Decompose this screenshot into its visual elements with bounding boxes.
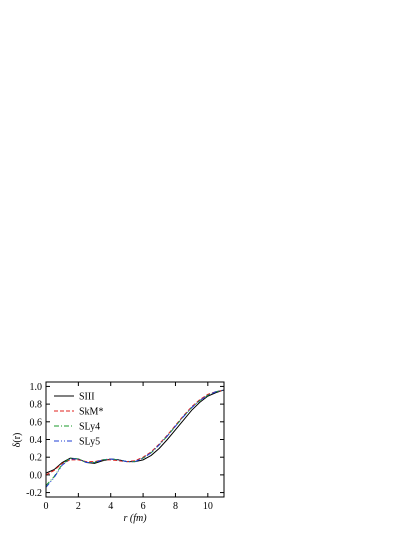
x-tick-label: 0 bbox=[44, 501, 49, 512]
x-tick-label: 10 bbox=[203, 501, 213, 512]
plot-frame bbox=[45, 381, 225, 498]
legend-label: SLy4 bbox=[79, 422, 100, 433]
y-tick-label: 0.6 bbox=[30, 417, 43, 428]
y-tick-label: 0.8 bbox=[30, 400, 43, 411]
legend-label: SLy5 bbox=[79, 437, 100, 448]
x-tick-label: 6 bbox=[141, 501, 146, 512]
series-line bbox=[45, 389, 225, 488]
y-tick-label: 0.2 bbox=[30, 453, 43, 464]
series-line bbox=[45, 389, 225, 476]
x-tick-label: 8 bbox=[173, 501, 178, 512]
y-tick-label: 0.4 bbox=[30, 435, 43, 446]
x-tick-label: 4 bbox=[108, 501, 113, 512]
y-axis-label: δ(r) bbox=[12, 433, 23, 448]
legend-label: SIII bbox=[79, 392, 95, 403]
y-tick-label: 0.0 bbox=[30, 470, 43, 481]
y-tick-label: 1.0 bbox=[30, 382, 43, 393]
x-axis-label: r (fm) bbox=[123, 513, 147, 524]
y-tick-label: -0.2 bbox=[26, 488, 42, 499]
x-tick-label: 2 bbox=[76, 501, 81, 512]
legend-label: SkM* bbox=[79, 407, 103, 418]
